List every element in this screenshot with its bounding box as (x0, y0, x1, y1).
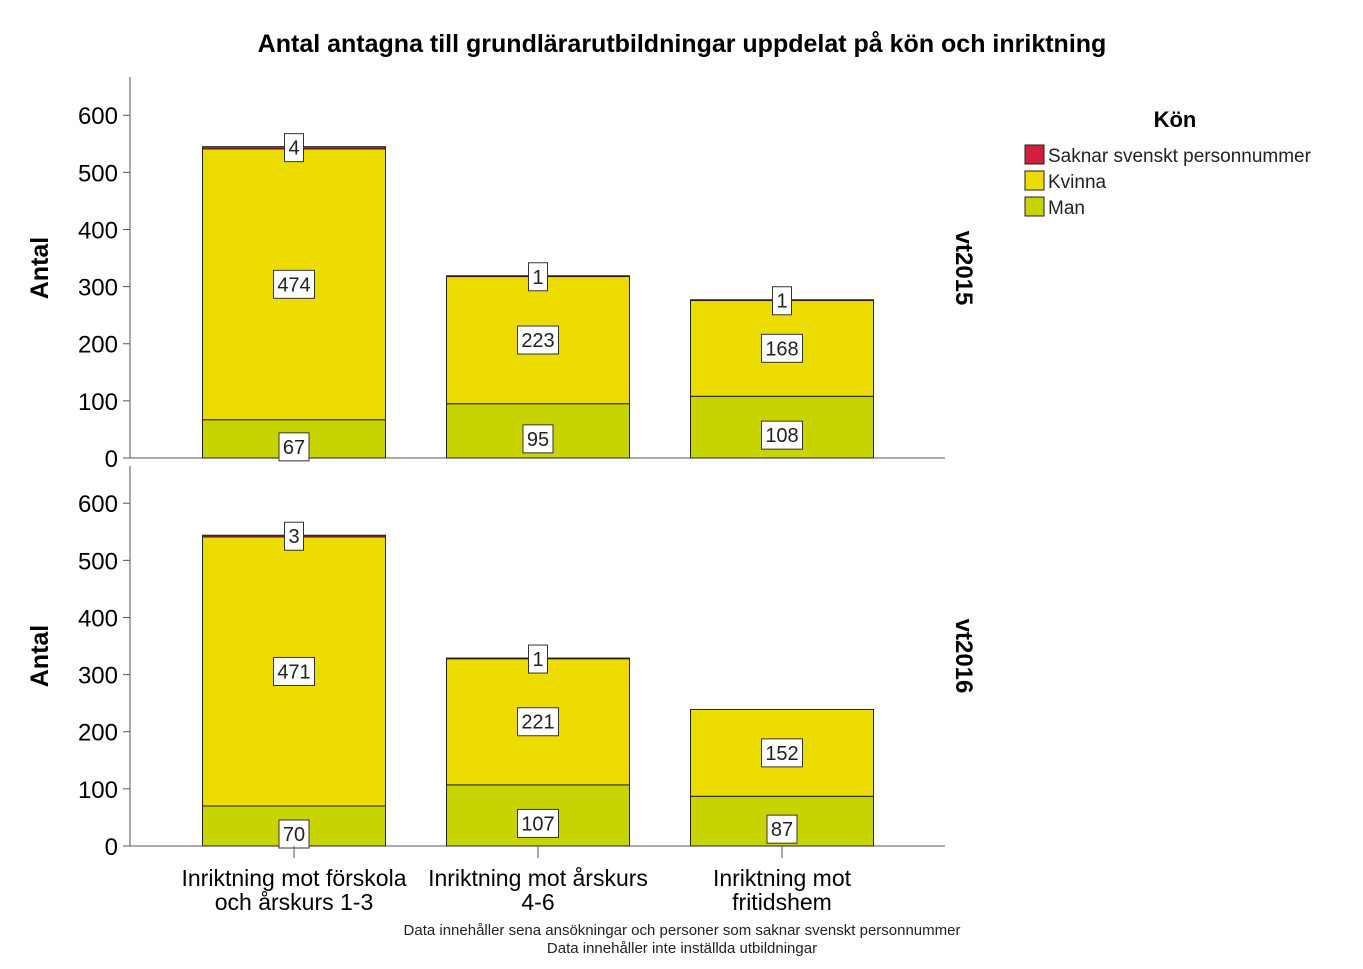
data-label-box (517, 707, 559, 737)
footnote: Data innehåller inte inställda utbildnin… (547, 940, 817, 957)
data-label: 67 (283, 437, 305, 459)
data-label: 471 (277, 661, 310, 683)
data-label: 1 (532, 649, 543, 671)
data-label-box (517, 325, 559, 355)
panel-label: vt2016 (950, 619, 977, 694)
data-label-box (528, 262, 548, 292)
legend-swatch (1024, 144, 1045, 165)
x-tick-label: fritidshem (732, 889, 832, 915)
data-label-box (273, 656, 315, 686)
data-label-box (772, 286, 792, 316)
y-tick-label: 0 (105, 446, 118, 473)
data-label: 107 (521, 813, 554, 835)
chart-panels: 0 100 200 300 400 500 600 Antal vt2015 67 474 4 95 22… (26, 77, 977, 861)
data-label: 152 (765, 743, 798, 765)
data-label-box (761, 738, 803, 768)
data-label: 70 (283, 824, 305, 846)
chart-title: Antal antagna till grundlärarutbildninga… (258, 30, 1107, 58)
legend-swatch (1024, 170, 1045, 191)
y-tick-label: 0 (105, 834, 118, 861)
data-label: 1 (532, 267, 543, 289)
x-tick-label: Inriktning mot årskurs (428, 865, 648, 891)
data-label-box (284, 521, 304, 551)
y-tick-label: 400 (78, 605, 118, 632)
data-label-box (284, 133, 304, 163)
data-label: 221 (521, 712, 554, 734)
y-axis-title: Antal (26, 237, 54, 300)
data-label: 1 (776, 291, 787, 313)
data-label-box (522, 424, 554, 454)
x-tick-label: 4-6 (521, 889, 554, 915)
data-label-box (761, 420, 803, 450)
data-label: 223 (521, 330, 554, 352)
legend-title: Kön (1154, 107, 1197, 132)
legend: Kön Saknar svenskt personnummer Kvinna Man (1024, 107, 1312, 219)
data-label-box (278, 432, 310, 462)
legend-label: Saknar svenskt personnummer (1048, 146, 1312, 167)
y-tick-label: 600 (78, 491, 118, 518)
panel-label: vt2015 (950, 231, 977, 306)
data-label: 168 (765, 338, 798, 360)
x-tick-label: Inriktning mot (713, 865, 852, 891)
footnotes: Data innehåller sena ansökningar och per… (404, 922, 961, 957)
y-tick-label: 100 (78, 389, 118, 416)
x-tick-label: Inriktning mot förskola (182, 865, 407, 891)
legend-label: Man (1048, 198, 1085, 219)
y-tick-label: 200 (78, 332, 118, 359)
data-label: 3 (288, 526, 299, 548)
y-tick-label: 200 (78, 720, 118, 747)
panel-vt2016: 0 100 200 300 400 500 600 Antal vt2016 70 471 3 107 2… (26, 466, 977, 861)
y-tick-label: 400 (78, 217, 118, 244)
y-tick-label: 500 (78, 548, 118, 575)
data-label-box (273, 269, 315, 299)
data-label-box (278, 819, 310, 849)
y-tick-label: 300 (78, 275, 118, 302)
panel-vt2015: 0 100 200 300 400 500 600 Antal vt2015 67 474 4 95 22… (26, 77, 977, 473)
y-axis-title: Antal (26, 625, 54, 688)
data-label-box (766, 814, 798, 844)
data-label: 87 (771, 819, 793, 841)
legend-label: Kvinna (1048, 172, 1107, 193)
y-tick-label: 300 (78, 663, 118, 690)
data-label-box (528, 644, 548, 674)
data-label-box (517, 808, 559, 838)
x-tick-label: och årskurs 1-3 (215, 889, 374, 915)
data-label: 4 (288, 138, 299, 160)
legend-swatch (1024, 196, 1045, 217)
footnote: Data innehåller sena ansökningar och per… (404, 922, 961, 939)
data-label: 108 (765, 425, 798, 447)
data-label-box (761, 333, 803, 363)
data-label: 474 (277, 274, 310, 296)
y-tick-label: 600 (78, 103, 118, 130)
data-label: 95 (527, 429, 549, 451)
y-tick-label: 500 (78, 160, 118, 187)
y-tick-label: 100 (78, 777, 118, 804)
